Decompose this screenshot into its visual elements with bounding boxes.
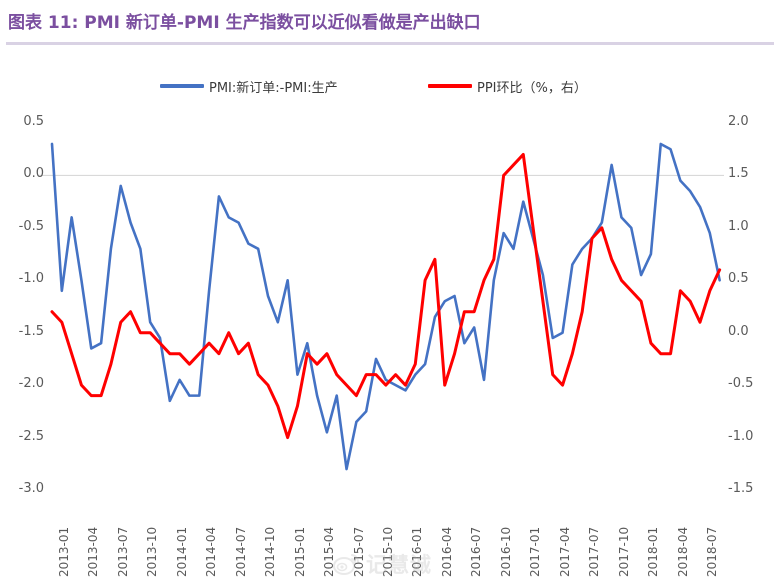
x-axis-tick: 2014-10 [263,526,278,577]
figure-title-bar: 图表 11: PMI 新订单-PMI 生产指数可以近似看做是产出缺口 [0,6,780,45]
chart-legend: PMI:新订单:-PMI:生产 PPI环比（%，右） [0,76,780,98]
x-axis-tick: 2017-10 [616,526,631,577]
y-axis-left-tick: -1.5 [18,323,44,339]
x-axis-tick: 2015-07 [351,526,366,577]
y-axis-right-tick: -1.5 [728,481,754,496]
legend-swatch-blue [160,84,204,88]
x-axis-tick: 2016-04 [439,526,454,577]
legend-item-series-1[interactable]: PPI环比（%，右） [428,76,587,96]
x-axis-tick: 2018-01 [646,526,661,577]
y-axis-right-tick: 1.0 [728,218,749,234]
x-axis-tick: 2017-04 [557,526,572,577]
y-axis-right-tick: 0.0 [728,323,749,339]
y-axis-left-tick: 0.5 [23,114,44,129]
series-line-1 [50,152,722,440]
x-axis-tick: 2017-01 [528,526,543,577]
y-axis-right-tick: 1.5 [728,166,749,182]
x-axis-tick: 2013-07 [115,526,130,577]
y-axis-left-tick: -2.0 [18,376,44,392]
y-axis-right-tick: -0.5 [728,376,754,392]
y-axis-left-tick: -1.0 [18,271,44,287]
x-axis-tick: 2014-07 [233,526,248,577]
legend-swatch-red [428,84,472,88]
y-axis-left-tick: -3.0 [18,481,44,496]
legend-label-series-1: PPI环比（%，右） [477,80,587,96]
legend-label-series-0: PMI:新订单:-PMI:生产 [209,80,338,96]
y-axis-right-tick: -1.0 [728,428,754,444]
x-axis-tick: 2018-07 [705,526,719,577]
x-axis-tick: 2018-04 [675,526,690,577]
x-axis-tick: 2016-10 [498,526,513,577]
x-axis-tick: 2013-01 [57,526,71,577]
y-axis-left-tick: 0.0 [23,166,44,182]
x-axis-tick: 2017-07 [587,526,602,577]
y-axis-right-tick: 0.5 [728,271,749,287]
x-axis-tick: 2016-01 [410,526,425,577]
y-axis-left-tick: -2.5 [18,428,44,444]
series-line-0 [50,142,721,471]
x-axis-tick: 2013-10 [145,526,160,577]
x-axis-tick: 2014-01 [174,526,189,577]
page-title: 图表 11: PMI 新订单-PMI 生产指数可以近似看做是产出缺口 [8,13,481,33]
x-axis-tick: 2016-07 [469,526,484,577]
title-divider [6,42,774,45]
x-axis-tick: 2014-04 [204,526,219,577]
y-axis-left-tick: -0.5 [18,218,44,234]
x-axis-tick: 2013-04 [86,526,101,577]
y-axis-right-tick: 2.0 [728,114,749,129]
x-axis-tick: 2015-01 [292,526,307,577]
x-axis-tick: 2015-10 [381,526,395,577]
x-axis-tick: 2015-04 [322,526,337,577]
legend-item-series-0[interactable]: PMI:新订单:-PMI:生产 [160,76,338,96]
